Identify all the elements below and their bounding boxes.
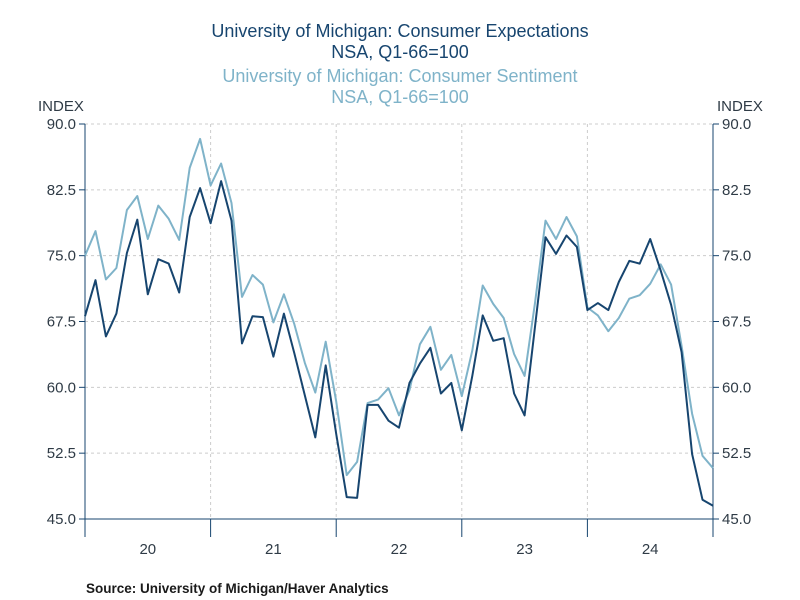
- x-tick-label: 20: [139, 541, 156, 558]
- series-line-consumer-expectations: [84, 180, 714, 507]
- title-expectations: University of Michigan: Consumer Expecta…: [211, 21, 589, 41]
- y-axis-label-left: INDEX: [38, 98, 84, 115]
- source-note: Source: University of Michigan/Haver Ana…: [86, 581, 389, 596]
- title-sentiment: University of Michigan: Consumer Sentime…: [222, 66, 578, 86]
- y-tick-label-left: 82.5: [47, 182, 76, 199]
- y-tick-label-left: 45.0: [47, 511, 76, 528]
- y-tick-label-right: 90.0: [722, 116, 751, 133]
- y-tick-label-right: 67.5: [722, 314, 751, 331]
- y-axis-label-right: INDEX: [717, 98, 763, 115]
- y-tick-label-left: 75.0: [47, 248, 76, 265]
- y-tick-label-left: 67.5: [47, 314, 76, 331]
- y-tick-label-right: 45.0: [722, 511, 751, 528]
- x-tick-label: 23: [516, 541, 533, 558]
- subtitle-sentiment: NSA, Q1-66=100: [331, 87, 469, 107]
- x-tick-label: 24: [642, 541, 659, 558]
- series-line-consumer-sentiment: [84, 137, 714, 477]
- subtitle-expectations: NSA, Q1-66=100: [331, 42, 469, 62]
- y-tick-label-left: 52.5: [47, 445, 76, 462]
- y-tick-label-left: 60.0: [47, 379, 76, 396]
- x-tick-label: 22: [391, 541, 408, 558]
- x-tick-label: 21: [265, 541, 282, 558]
- y-tick-label-right: 60.0: [722, 379, 751, 396]
- y-tick-label-left: 90.0: [47, 116, 76, 133]
- y-tick-label-right: 52.5: [722, 445, 751, 462]
- y-tick-label-right: 75.0: [722, 248, 751, 265]
- y-tick-label-right: 82.5: [722, 182, 751, 199]
